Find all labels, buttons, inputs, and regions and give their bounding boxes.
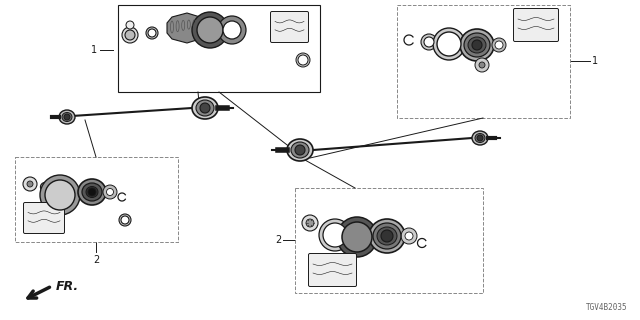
Circle shape [492,38,506,52]
Circle shape [298,55,308,65]
Circle shape [27,181,33,187]
Circle shape [323,223,347,247]
Circle shape [218,16,246,44]
Ellipse shape [59,110,75,124]
Circle shape [302,215,318,231]
Circle shape [197,17,223,43]
Circle shape [495,41,503,49]
Text: 1: 1 [91,45,97,55]
Ellipse shape [62,113,72,122]
Bar [15,157,178,242]
Text: FR.: FR. [56,281,79,293]
Circle shape [200,103,210,113]
Circle shape [437,32,461,56]
Circle shape [125,30,135,40]
Ellipse shape [86,187,98,197]
Circle shape [342,222,372,252]
Ellipse shape [475,133,485,142]
FancyBboxPatch shape [24,203,65,234]
Circle shape [424,37,434,47]
Text: 2: 2 [275,235,281,245]
Circle shape [433,28,465,60]
FancyBboxPatch shape [513,9,559,42]
Bar [397,5,570,118]
Text: TGV4B2035: TGV4B2035 [586,303,628,312]
Ellipse shape [82,183,102,201]
Circle shape [45,180,75,210]
Circle shape [192,12,228,48]
Circle shape [295,145,305,155]
Circle shape [106,188,113,196]
Ellipse shape [373,223,401,249]
Circle shape [119,214,131,226]
Ellipse shape [460,29,494,61]
Circle shape [306,219,314,227]
Circle shape [401,228,417,244]
Bar [295,188,483,293]
Circle shape [103,185,117,199]
Circle shape [296,53,310,67]
Ellipse shape [472,131,488,145]
Circle shape [23,177,37,191]
Ellipse shape [78,179,106,205]
Ellipse shape [192,97,218,119]
Ellipse shape [468,37,486,53]
FancyBboxPatch shape [271,12,308,43]
Circle shape [223,21,241,39]
Circle shape [475,58,489,72]
Circle shape [319,219,351,251]
Circle shape [337,217,377,257]
Text: 2: 2 [93,255,99,265]
Circle shape [88,188,96,196]
Bar [118,5,320,92]
Circle shape [148,29,156,37]
Circle shape [122,27,138,43]
Ellipse shape [377,227,397,245]
Circle shape [146,27,158,39]
Circle shape [405,232,413,240]
Circle shape [477,135,483,141]
Ellipse shape [369,219,405,253]
Ellipse shape [287,139,313,161]
Ellipse shape [464,33,490,57]
Circle shape [472,40,482,50]
Circle shape [421,34,437,50]
Circle shape [381,230,393,242]
Circle shape [479,62,485,68]
Circle shape [126,21,134,29]
Text: 1: 1 [592,56,598,66]
Polygon shape [167,13,202,43]
Ellipse shape [196,100,214,116]
Circle shape [121,216,129,224]
Circle shape [40,175,80,215]
FancyBboxPatch shape [308,253,356,286]
Ellipse shape [291,142,309,158]
Circle shape [64,114,70,120]
